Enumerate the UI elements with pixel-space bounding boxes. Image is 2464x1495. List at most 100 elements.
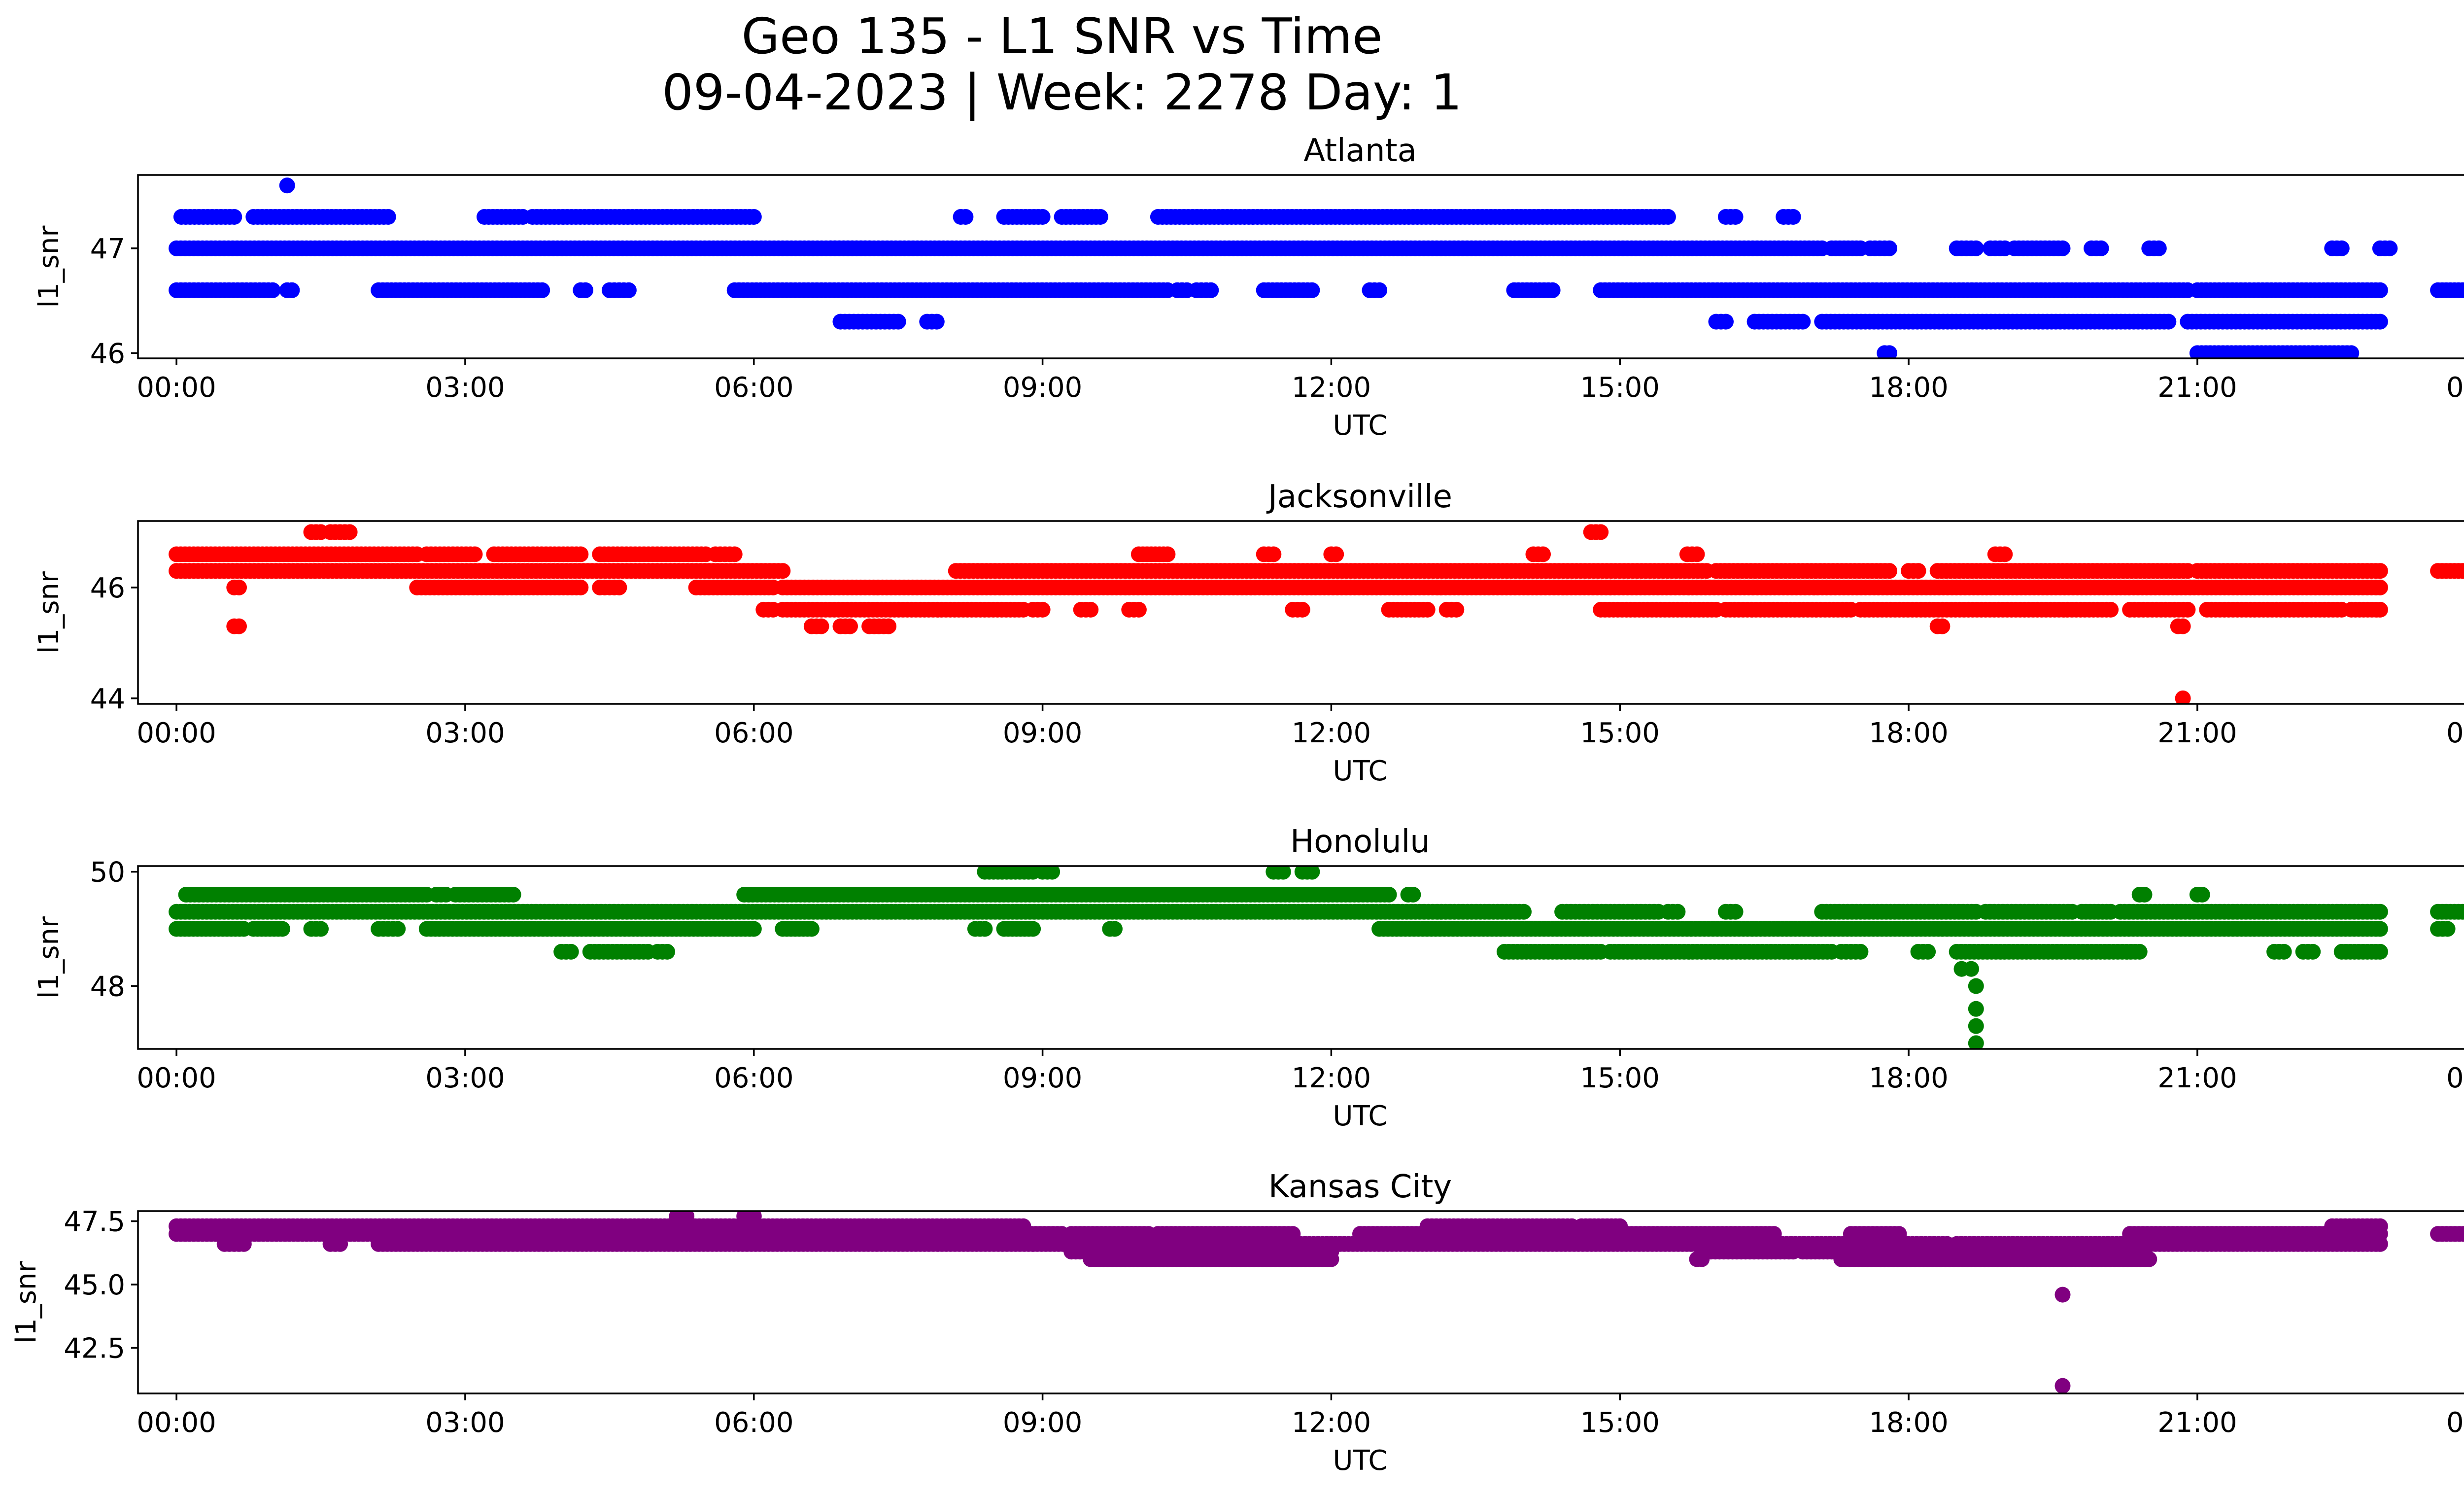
data-point [2180, 601, 2196, 618]
data-point [534, 282, 550, 298]
x-tick-label: 00:00 [2446, 1062, 2464, 1094]
scatter-series [169, 866, 2464, 1049]
data-point [1968, 1035, 1984, 1049]
panel-title: Jacksonville [1266, 479, 1452, 515]
data-point [390, 921, 406, 937]
x-tick-label: 18:00 [1869, 717, 1948, 749]
figure-title-line2: 09-04-2023 | Week: 2278 Day: 1 [662, 64, 1462, 121]
data-point [380, 209, 396, 225]
data-point [1934, 618, 1951, 634]
data-point [1304, 282, 1320, 298]
data-point [1381, 887, 1397, 903]
x-tick-label: 06:00 [714, 717, 793, 749]
data-point [1785, 209, 1801, 225]
x-tick-label: 09:00 [1003, 1062, 1082, 1094]
y-tick-label: 48 [90, 971, 125, 1003]
data-point [1670, 904, 1686, 920]
x-tick-label: 00:00 [137, 372, 216, 404]
data-point [1968, 1018, 1984, 1034]
y-tick-label: 46 [90, 572, 125, 604]
data-point [2459, 563, 2464, 579]
data-point [467, 546, 483, 562]
y-tick-label: 47 [90, 233, 125, 265]
data-point [775, 563, 791, 579]
data-point [1025, 921, 1041, 937]
panel-title: Atlanta [1303, 133, 1417, 169]
data-point [726, 546, 743, 562]
data-point [563, 943, 579, 960]
x-tick-label: 21:00 [2157, 717, 2237, 749]
data-point [578, 282, 593, 298]
data-point [1044, 866, 1061, 880]
data-point [505, 887, 521, 903]
scatter-series [169, 177, 2464, 358]
data-point [1535, 546, 1551, 562]
data-point [1968, 1001, 1984, 1017]
data-point [2343, 345, 2360, 358]
data-point [284, 282, 300, 298]
data-point [2372, 563, 2388, 579]
data-point [1405, 887, 1421, 903]
data-point [1997, 546, 2013, 562]
data-point [1968, 978, 1984, 994]
data-point [342, 524, 358, 540]
data-point [2136, 887, 2153, 903]
data-point [928, 313, 945, 330]
x-tick-label: 15:00 [1580, 717, 1660, 749]
data-point [958, 209, 974, 225]
data-point [2305, 943, 2321, 960]
data-point [2460, 1227, 2464, 1241]
data-point [1034, 601, 1051, 618]
data-point [813, 618, 829, 634]
panel-title: Honolulu [1290, 824, 1430, 860]
data-point [881, 618, 897, 634]
figure-title-line1: Geo 135 - L1 SNR vs Time [742, 7, 1383, 65]
x-tick-label: 00:00 [2446, 717, 2464, 749]
data-point [332, 1236, 348, 1252]
x-tick-label: 03:00 [425, 1062, 505, 1094]
data-point [1266, 546, 1282, 562]
y-tick-label: 44 [90, 683, 125, 715]
data-point [2160, 313, 2177, 330]
plot-frame [137, 865, 2464, 1050]
data-point [2372, 601, 2388, 618]
data-point [1107, 921, 1123, 937]
x-tick-label: 21:00 [2157, 372, 2237, 404]
data-point [1727, 904, 1744, 920]
data-point [2372, 313, 2388, 330]
data-point [236, 1236, 252, 1252]
data-point [573, 579, 589, 595]
data-point [1371, 282, 1388, 298]
data-point [803, 921, 820, 937]
plot-frame [137, 520, 2464, 705]
data-point [1294, 601, 1310, 618]
data-point [2372, 921, 2388, 937]
data-point [1328, 546, 1344, 562]
data-point [1593, 524, 1609, 540]
data-point [746, 209, 762, 225]
chart-panels: Atlanta 00:00 03:00 06:00 09:00 12:00 15:00 18:… [10, 133, 2464, 1477]
data-point [1419, 601, 1436, 618]
data-point [1882, 563, 1897, 579]
data-point [1852, 943, 1869, 960]
data-point [1516, 904, 1532, 920]
data-point [611, 579, 627, 595]
data-point [231, 579, 247, 595]
x-tick-label: 15:00 [1580, 372, 1660, 404]
data-point [1544, 282, 1561, 298]
data-point [2151, 240, 2167, 256]
data-point [1130, 601, 1147, 618]
data-point [2333, 240, 2350, 256]
x-tick-label: 00:00 [137, 717, 216, 749]
data-point [2459, 282, 2464, 298]
data-point [2194, 887, 2210, 903]
data-point [1448, 601, 1465, 618]
data-point [1727, 209, 1744, 225]
x-tick-label: 09:00 [1003, 372, 1082, 404]
x-tick-label: 12:00 [1292, 1062, 1371, 1094]
data-point [2093, 240, 2109, 256]
data-point [1718, 313, 1734, 330]
